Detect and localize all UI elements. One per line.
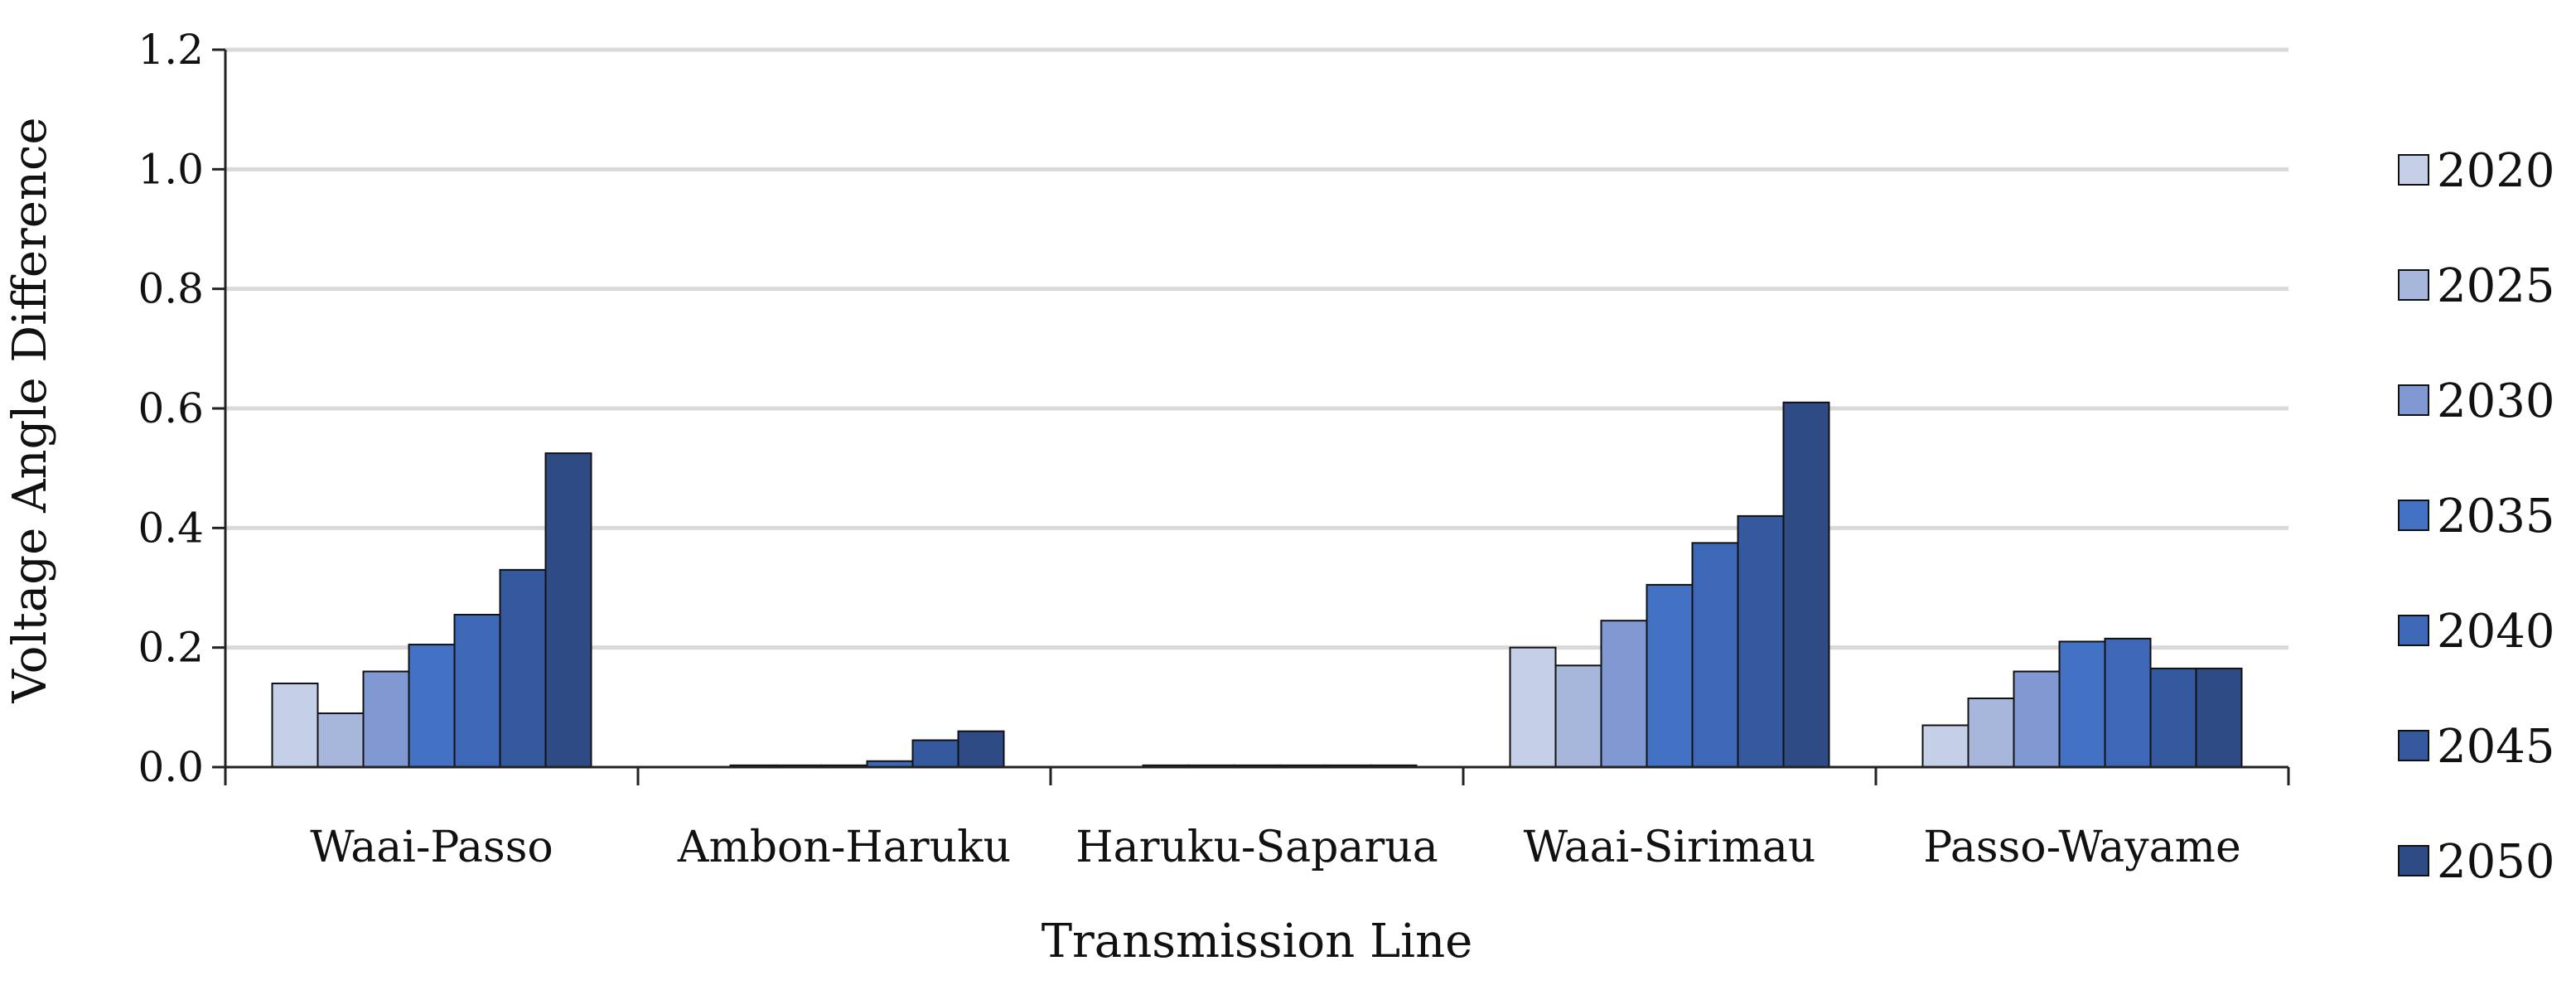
x-category-label: Ambon-Haruku <box>677 823 1011 872</box>
gridlines <box>225 47 2288 650</box>
bar-2030-1 <box>362 670 410 768</box>
y-tick-label: 1.0 <box>138 145 204 193</box>
bar-2050-1 <box>544 452 592 768</box>
x-category-label: Haruku-Saparua <box>1075 823 1438 872</box>
bar-2050-5 <box>2195 667 2243 768</box>
bar-2050-2 <box>957 730 1005 769</box>
bar-2025-4 <box>1554 664 1602 768</box>
y-tick-label: 0.2 <box>138 624 204 672</box>
bar-2030-5 <box>2013 670 2061 768</box>
y-tick-label: 0.0 <box>138 743 204 791</box>
bar-2020-5 <box>1921 724 1969 769</box>
bar-2025-1 <box>317 712 365 768</box>
legend-label-2035: 2035 <box>2437 490 2555 543</box>
x-category-label: Waai-Passo <box>310 823 553 872</box>
bar-2020-1 <box>271 682 319 769</box>
bar-2040-1 <box>453 613 501 768</box>
x-category-label: Waai-Sirimau <box>1524 823 1816 872</box>
bar-2045-5 <box>2149 667 2197 768</box>
bar-2040-4 <box>1691 542 1739 768</box>
bar-2025-5 <box>1967 698 2015 769</box>
y-axis: 0.0 0.2 0.4 0.6 0.8 1.0 1.2 <box>138 26 227 791</box>
bar-2045-2 <box>911 739 959 769</box>
bar-2035-4 <box>1646 583 1694 768</box>
legend-label-2040: 2040 <box>2437 605 2555 659</box>
legend-swatch-2045 <box>2398 730 2429 761</box>
bar-2020-4 <box>1509 646 1557 769</box>
x-category-label: Passo-Wayame <box>1923 823 2240 872</box>
legend-swatch-2020 <box>2398 154 2429 186</box>
legend-swatch-2035 <box>2398 500 2429 531</box>
y-tick-label: 0.6 <box>138 384 204 432</box>
legend-label-2045: 2045 <box>2437 720 2555 774</box>
y-tick-label: 1.2 <box>138 26 204 74</box>
bars <box>271 401 2243 769</box>
y-tick-label: 0.8 <box>138 265 204 313</box>
bar-2050-4 <box>1782 401 1830 768</box>
bar-2045-4 <box>1737 514 1785 769</box>
legend-swatch-2040 <box>2398 615 2429 646</box>
bar-2035-5 <box>2058 640 2106 769</box>
legend-label-2030: 2030 <box>2437 374 2555 428</box>
legend-label-2020: 2020 <box>2437 144 2555 198</box>
legend-swatch-2025 <box>2398 269 2429 301</box>
legend-label-2050: 2050 <box>2437 835 2555 889</box>
y-axis-title: Voltage Angle Difference <box>3 117 57 703</box>
y-tick-label: 0.4 <box>138 504 204 552</box>
legend-swatch-2050 <box>2398 845 2429 876</box>
x-axis: Waai-Passo Ambon-Haruku Haruku-Saparua Waai… <box>224 765 2290 872</box>
legend-swatch-2030 <box>2398 384 2429 416</box>
bar-2035-1 <box>408 644 456 769</box>
x-axis-title: Transmission Line <box>1042 915 1473 968</box>
bar-2030-4 <box>1600 620 1648 768</box>
bar-2045-1 <box>499 568 547 768</box>
legend-label-2025: 2025 <box>2437 259 2555 313</box>
legend: 2020 2025 2030 2035 2040 2045 2050 <box>2398 144 2555 889</box>
bar-2040-5 <box>2104 637 2152 769</box>
